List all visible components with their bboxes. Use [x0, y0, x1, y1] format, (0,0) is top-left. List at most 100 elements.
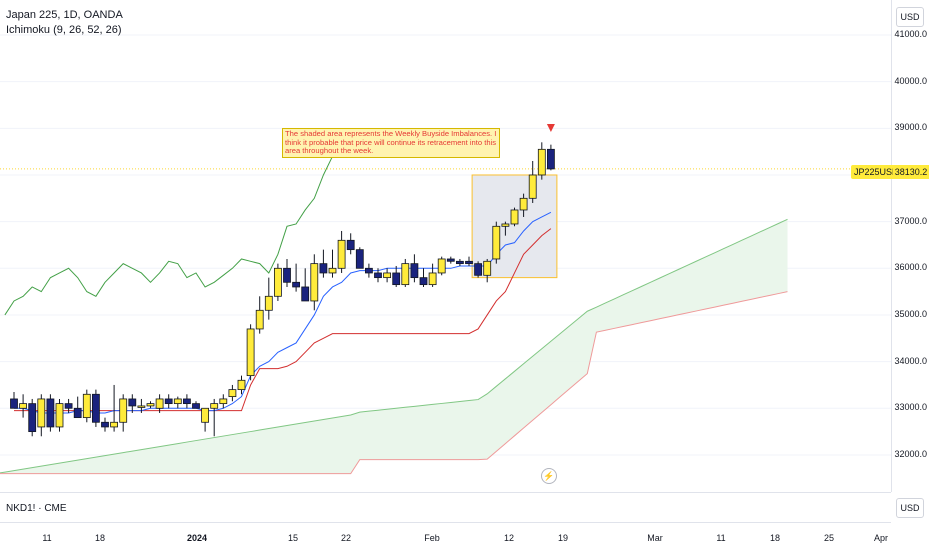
candle-body	[474, 263, 483, 276]
candle-body	[210, 403, 219, 409]
candle-body	[255, 309, 264, 330]
candle-body	[173, 398, 182, 405]
ichimoku-cloud	[0, 219, 788, 474]
candle-body	[146, 403, 155, 407]
time-tick-label: 22	[340, 533, 352, 543]
candle-body	[446, 258, 455, 262]
candle-body	[292, 281, 301, 288]
candle-body	[428, 272, 437, 286]
candle-body	[155, 398, 164, 409]
candle-body	[301, 286, 310, 302]
candle-body	[492, 225, 501, 260]
candle-body	[392, 272, 401, 286]
senkou-span-b-line	[0, 291, 788, 475]
current-price-label: 38130.2	[893, 165, 929, 179]
currency-button[interactable]: USD	[896, 7, 924, 27]
candle-body	[137, 405, 146, 408]
candle-body	[10, 398, 18, 409]
time-tick-label: Mar	[647, 533, 663, 543]
price-tick-label: 35000.0	[894, 308, 927, 319]
candle-body	[465, 260, 473, 265]
annotation-note[interactable]: The shaded area represents the Weekly Bu…	[282, 128, 500, 158]
candle-body	[246, 328, 255, 377]
candle-body	[128, 398, 137, 407]
candle-body	[192, 403, 200, 409]
senkou-span-a-line	[0, 218, 788, 474]
price-tick-label: 33000.0	[894, 402, 927, 413]
time-tick-label: Apr	[873, 533, 889, 543]
candle-body	[310, 263, 319, 302]
candle-body	[55, 403, 64, 428]
symbol-title[interactable]: Japan 225, 1D, OANDA	[6, 9, 123, 21]
candle-body	[19, 403, 28, 409]
sub-pane[interactable]: NKD1! · CME	[0, 492, 891, 523]
candle-body	[383, 272, 392, 279]
price-tick-label: 36000.0	[894, 262, 927, 273]
candle-body	[82, 393, 91, 419]
subpane-symbol-label[interactable]: NKD1! · CME	[6, 503, 67, 514]
time-tick-label: 11	[42, 533, 52, 543]
candle-body	[547, 148, 555, 170]
signal-down-marker	[546, 124, 555, 132]
candle-body	[455, 260, 464, 265]
chart-area[interactable]	[0, 0, 891, 492]
candle-body	[337, 239, 346, 269]
time-tick-label: 15	[287, 533, 299, 543]
candle-body	[419, 277, 428, 286]
candle-body	[92, 393, 100, 423]
candle-body	[201, 407, 210, 423]
candle-body	[164, 398, 173, 405]
candle-body	[401, 263, 410, 286]
lightning-icon[interactable]: ⚡	[541, 468, 557, 484]
price-tick-label: 37000.0	[894, 215, 927, 226]
candle-body	[110, 421, 118, 428]
price-tick-label: 41000.0	[894, 29, 927, 39]
candle-body	[519, 197, 528, 211]
time-tick-label: 25	[823, 533, 835, 543]
candle-body	[410, 263, 419, 279]
subpane-currency-button[interactable]: USD	[896, 498, 924, 518]
candle-body	[64, 403, 73, 409]
time-tick-label: 19	[557, 533, 569, 543]
price-tick-label: 34000.0	[894, 355, 927, 366]
candle-body	[219, 398, 228, 405]
price-tick-label: 32000.0	[894, 448, 927, 459]
candle-body	[228, 389, 237, 398]
candle-body	[119, 398, 128, 423]
candle-body	[528, 174, 537, 199]
time-tick-label: 18	[94, 533, 106, 543]
candle-body	[328, 267, 337, 274]
candle-body	[37, 398, 46, 428]
candle-body	[46, 398, 55, 428]
candle-body	[437, 258, 446, 274]
candle-body	[483, 260, 492, 276]
kijun-sen-line	[14, 228, 552, 412]
candle-body	[510, 209, 519, 225]
time-tick-label: 12	[503, 533, 515, 543]
time-tick-label: Feb	[424, 533, 440, 543]
candle-body	[283, 267, 291, 283]
time-tick-label: 18	[769, 533, 781, 543]
price-tick-label: 39000.0	[894, 122, 927, 133]
candle-body	[374, 272, 382, 279]
price-chart[interactable]	[0, 0, 891, 492]
time-tick-label: 11	[716, 533, 726, 543]
candle-body	[346, 239, 355, 251]
indicator-legend[interactable]: Ichimoku (9, 26, 52, 26)	[6, 24, 122, 36]
time-scale[interactable]: 11 18 2024 15 22 Feb 12 19 Mar 11 18 25 Apr	[0, 522, 891, 551]
candle-body	[537, 148, 546, 176]
candle-body	[237, 379, 246, 391]
candle-body	[101, 421, 109, 428]
price-tick-label: 40000.0	[894, 75, 927, 86]
candle-body	[73, 407, 82, 419]
candle-body	[182, 398, 191, 405]
candle-body	[273, 267, 282, 297]
candle-body	[319, 263, 328, 274]
price-scale[interactable]: 41000.040000.039000.038000.037000.036000…	[891, 0, 932, 492]
candle-body	[364, 267, 373, 274]
chikou-span-line	[4, 156, 333, 316]
symbol-price-badge: JP225USD	[851, 165, 902, 179]
chart-header: Japan 225, 1D, OANDA Ichimoku (9, 26, 52…	[6, 8, 123, 38]
candle-body	[264, 295, 273, 311]
candle-body	[501, 223, 510, 227]
